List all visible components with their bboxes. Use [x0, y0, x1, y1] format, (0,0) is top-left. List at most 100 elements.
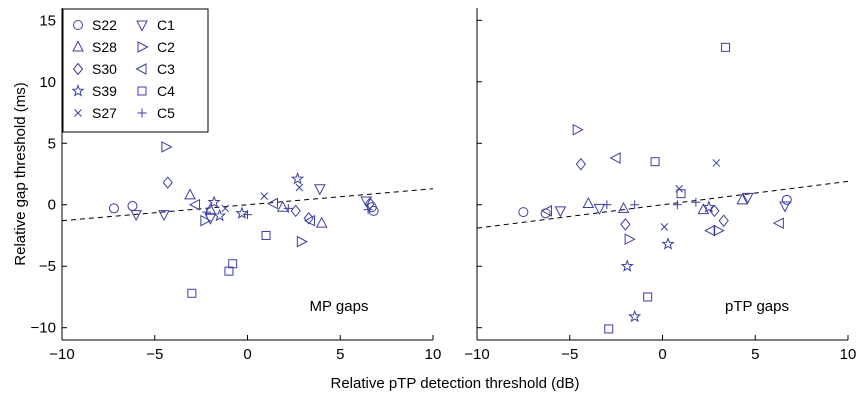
data-point-triangle-down: [779, 201, 791, 213]
data-point-x: [712, 159, 721, 167]
data-point-star: [207, 195, 221, 208]
data-point-diamond: [364, 197, 376, 210]
data-point-star: [620, 259, 634, 272]
data-point-star: [661, 237, 675, 250]
data-point-triangle-down: [554, 206, 567, 218]
x-tick-label: −5: [561, 346, 578, 363]
y-tick-label: 15: [39, 12, 56, 29]
data-point-triangle-up: [184, 188, 196, 200]
data-point-circle: [518, 207, 529, 218]
y-tick-label: −10: [31, 320, 56, 337]
data-point-triangle-up: [204, 203, 217, 215]
data-point-square: [676, 189, 686, 199]
panel-mp-gaps: −10 −5 0 5 10 MP gaps: [49, 8, 441, 363]
data-point-triangle-left: [772, 217, 784, 230]
y-axis-label: Relative gap threshold (ms): [12, 82, 29, 265]
data-point-diamond: [620, 218, 631, 231]
data-point-diamond: [575, 157, 587, 171]
y-tick-label: 5: [48, 135, 56, 152]
data-point-square: [650, 157, 660, 167]
data-point-triangle-down: [158, 210, 170, 222]
data-point-square: [187, 288, 197, 298]
legend-marker-triangle-left: [135, 63, 147, 75]
data-point-square: [721, 42, 731, 52]
data-point-triangle-down: [360, 196, 373, 208]
legend-marker-square: [137, 86, 147, 96]
data-point-star: [290, 171, 305, 185]
data-point-circle: [108, 203, 119, 214]
legend-label: S30: [92, 61, 117, 77]
legend-marker-x: [74, 109, 82, 117]
x-tick-label: 5: [751, 346, 759, 363]
data-point-x: [660, 223, 669, 231]
data-point-square: [643, 292, 653, 302]
data-point-triangle-up: [736, 193, 749, 205]
data-point-diamond: [162, 176, 173, 189]
data-point-triangle-left: [609, 152, 621, 164]
panel-2-label: pTP gaps: [725, 298, 789, 315]
x-tick-label: 0: [658, 346, 666, 363]
data-point-plus: [630, 200, 640, 210]
legend-label: C3: [157, 61, 175, 77]
legend-label: C4: [157, 83, 175, 99]
data-point-x: [295, 183, 304, 192]
legend-marker-circle: [73, 20, 83, 30]
data-point-triangle-down: [593, 203, 606, 216]
data-point-triangle-left: [266, 197, 278, 210]
legend-marker-triangle-right: [137, 41, 149, 53]
data-point-star: [235, 206, 249, 219]
legend-label: C1: [157, 17, 175, 33]
panel-2-fit-line: [476, 180, 849, 229]
data-point-square: [228, 259, 238, 269]
data-point-plus: [202, 207, 212, 217]
data-point-plus: [283, 203, 293, 213]
data-point-triangle-down: [742, 192, 754, 204]
legend-marker-triangle-up: [72, 40, 84, 52]
y-tick-label: 10: [39, 74, 56, 91]
legend-label: S39: [92, 83, 117, 99]
legend-marker-diamond: [72, 62, 84, 76]
legend-marker-plus: [137, 108, 147, 118]
data-point-square: [261, 230, 271, 240]
data-point-diamond: [303, 211, 314, 225]
data-point-triangle-up: [276, 200, 289, 212]
data-point-triangle-right: [572, 123, 584, 136]
legend-label: C5: [157, 105, 175, 121]
data-point-triangle-right: [200, 214, 212, 227]
legend-label: S28: [92, 39, 117, 55]
data-point-triangle-down: [130, 210, 143, 222]
data-point-star: [628, 309, 642, 323]
data-point-x: [260, 192, 269, 200]
data-point-triangle-left: [540, 205, 552, 217]
data-point-circle: [127, 200, 138, 211]
legend-marker-triangle-down: [136, 20, 148, 32]
data-point-x: [221, 204, 230, 213]
x-tick-label: −5: [146, 346, 163, 363]
y-tick-label: 0: [48, 197, 56, 214]
data-point-triangle-up: [697, 203, 710, 215]
data-point-triangle-right: [713, 224, 725, 237]
panel-1-label: MP gaps: [310, 298, 369, 315]
data-point-triangle-left: [704, 224, 716, 237]
x-tick-label: 5: [336, 346, 344, 363]
data-point-plus: [363, 205, 373, 215]
data-point-diamond: [290, 204, 301, 218]
data-point-triangle-right: [161, 141, 173, 153]
data-point-triangle-up: [617, 201, 630, 213]
data-point-triangle-right: [624, 233, 636, 245]
data-point-plus: [243, 210, 252, 220]
x-tick-label: −10: [464, 346, 489, 363]
x-tick-label: 10: [840, 346, 857, 363]
data-point-triangle-left: [303, 214, 316, 227]
data-point-triangle-up: [315, 216, 328, 228]
panel-1-fit-line: [61, 188, 434, 222]
data-point-square: [224, 266, 234, 276]
data-point-triangle-right: [296, 235, 308, 248]
x-tick-label: 0: [243, 346, 251, 363]
data-point-square: [604, 324, 614, 334]
legend-label: C2: [157, 39, 175, 55]
legend-marker-star: [71, 84, 85, 97]
x-tick-label: 10: [425, 346, 442, 363]
data-point-triangle-up: [582, 196, 595, 209]
